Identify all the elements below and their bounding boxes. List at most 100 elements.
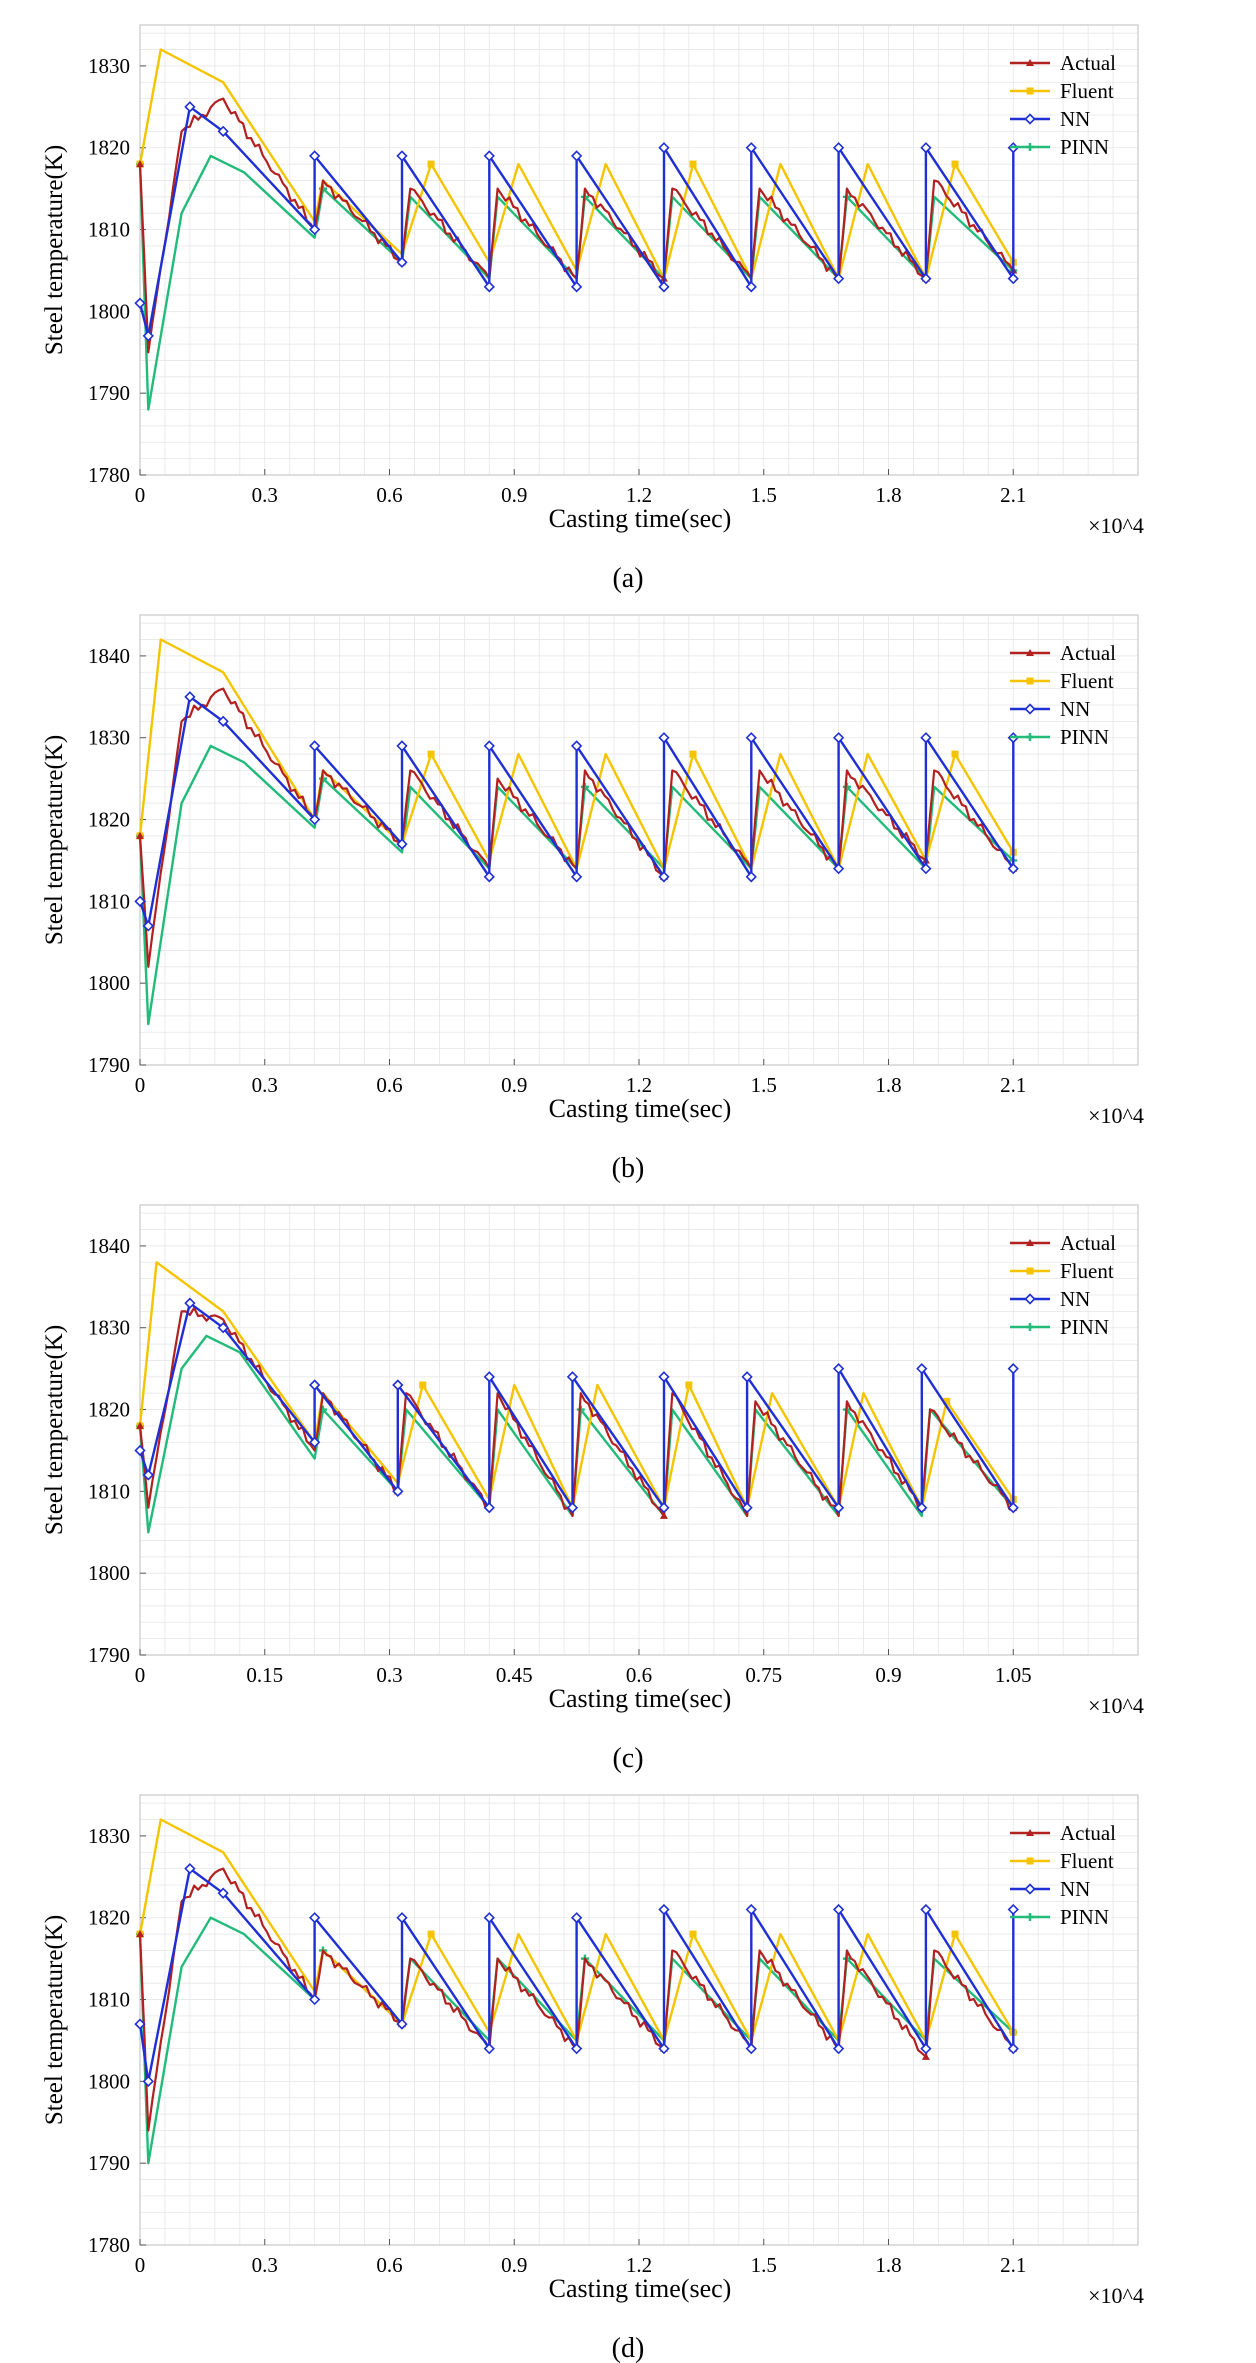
nn-marker [309, 1993, 321, 2006]
x-axis-label: Casting time(sec) [549, 504, 732, 533]
fluent-marker [951, 160, 959, 168]
legend-label-actual: Actual [1060, 641, 1116, 665]
nn-marker [217, 125, 229, 137]
actual-marker [1026, 59, 1034, 66]
nn-marker [920, 142, 932, 154]
nn-marker [832, 142, 845, 154]
y-tick-label: 1780 [88, 2233, 130, 2257]
series-line-fluent [138, 1818, 1015, 2042]
x-tick-label: 0.6 [376, 2253, 402, 2277]
nn-marker [920, 1903, 932, 1916]
x-tick-label: 0.9 [501, 483, 527, 507]
y-axis-label: Steel temperature(K) [41, 735, 68, 945]
nn-marker [396, 2018, 408, 2030]
nn-marker [1024, 1883, 1036, 1895]
nn-marker [134, 895, 146, 907]
nn-marker [1007, 1903, 1019, 1916]
x-tick-label: 0.6 [376, 1073, 402, 1097]
actual-marker [136, 1930, 144, 1938]
series-line-nn [138, 1302, 1015, 1509]
x-tick-label: 0.6 [376, 483, 402, 507]
panel-label: (b) [612, 1153, 645, 1184]
y-tick-label: 1810 [88, 1988, 130, 2012]
fluent-marker [1026, 1267, 1034, 1275]
x-tick-label: 0.9 [501, 1073, 527, 1097]
nn-marker [920, 2043, 932, 2055]
y-tick-label: 1820 [88, 136, 130, 160]
fluent-marker [689, 1930, 697, 1938]
nn-marker [570, 1912, 583, 1924]
nn-marker [832, 1903, 845, 1916]
fluent-marker [689, 160, 697, 168]
fluent-marker [427, 1930, 435, 1938]
chart-panel-3: 0 0.15 0.3 0.45 0.6 0.75 0.9 1.05 1790 1800 1810 18… [41, 1204, 1144, 1774]
y-axis-label: Steel temperature(K) [41, 1915, 68, 2125]
fluent-marker [427, 750, 435, 758]
legend-label-nn: NN [1060, 107, 1090, 131]
series-line-fluent [138, 1261, 1015, 1509]
pinn-marker [1026, 1913, 1034, 1921]
nn-marker [1007, 273, 1019, 285]
nn-marker [483, 150, 495, 162]
actual-marker [136, 1421, 144, 1429]
actual-marker [136, 831, 144, 839]
nn-marker [184, 691, 196, 703]
series-line-actual [138, 687, 1015, 968]
x-tick-label: 0.9 [875, 1663, 901, 1687]
nn-marker [832, 732, 845, 744]
nn-marker [483, 1912, 495, 1924]
nn-marker [832, 273, 845, 285]
actual-marker [1026, 1829, 1034, 1836]
y-tick-label: 1820 [88, 1398, 130, 1422]
nn-marker [184, 1297, 196, 1309]
nn-marker [920, 863, 932, 875]
nn-marker [658, 732, 670, 744]
nn-marker [309, 223, 321, 236]
nn-marker [142, 2075, 154, 2087]
y-tick-label: 1840 [88, 1234, 130, 1258]
series-line-actual [138, 1867, 1015, 2132]
legend-label-fluent: Fluent [1060, 1259, 1114, 1283]
pinn-marker [1026, 733, 1034, 741]
y-tick-label: 1830 [88, 1316, 130, 1340]
y-tick-label: 1800 [88, 299, 130, 323]
x-tick-label: 2.1 [1000, 1073, 1026, 1097]
nn-marker [396, 256, 408, 268]
legend-label-actual: Actual [1060, 1821, 1116, 1845]
nn-marker [142, 920, 154, 932]
fluent-marker [419, 1381, 427, 1389]
legend-label-pinn: PINN [1060, 1315, 1109, 1339]
nn-marker [570, 740, 583, 752]
nn-marker [832, 1363, 845, 1375]
nn-marker [658, 142, 670, 154]
y-tick-label: 1820 [88, 1906, 130, 1930]
nn-marker [396, 1912, 408, 1924]
pinn-marker [580, 782, 589, 791]
y-tick-label: 1830 [88, 54, 130, 78]
series-line-nn [138, 1867, 1015, 2083]
nn-marker [920, 732, 932, 744]
legend-label-nn: NN [1060, 1877, 1090, 1901]
nn-marker [392, 1485, 404, 1497]
nn-marker [916, 1502, 928, 1514]
legend-label-nn: NN [1060, 697, 1090, 721]
nn-marker [745, 871, 757, 883]
chart-panel-2: 0 0.3 0.6 0.9 1.2 1.5 1.8 2.1 1790 1800 1810 1820 18… [41, 614, 1144, 1184]
x-tick-label: 0.3 [376, 1663, 402, 1687]
x-tick-label: 0.9 [501, 2253, 527, 2277]
nn-marker [134, 1444, 146, 1457]
nn-marker [1007, 1502, 1019, 1514]
x-tick-label: 1.2 [626, 1073, 652, 1097]
x-axis-label: Casting time(sec) [549, 2274, 732, 2303]
legend-label-fluent: Fluent [1060, 79, 1114, 103]
x-tick-label: 0 [135, 1663, 146, 1687]
nn-marker [217, 715, 229, 727]
nn-marker [217, 1887, 229, 1899]
fluent-marker [1026, 677, 1034, 685]
y-tick-label: 1810 [88, 1479, 130, 1503]
nn-marker [483, 1371, 495, 1383]
nn-marker [396, 740, 408, 752]
nn-marker [920, 273, 932, 285]
nn-marker [184, 1863, 196, 1875]
fluent-marker [943, 1397, 951, 1405]
